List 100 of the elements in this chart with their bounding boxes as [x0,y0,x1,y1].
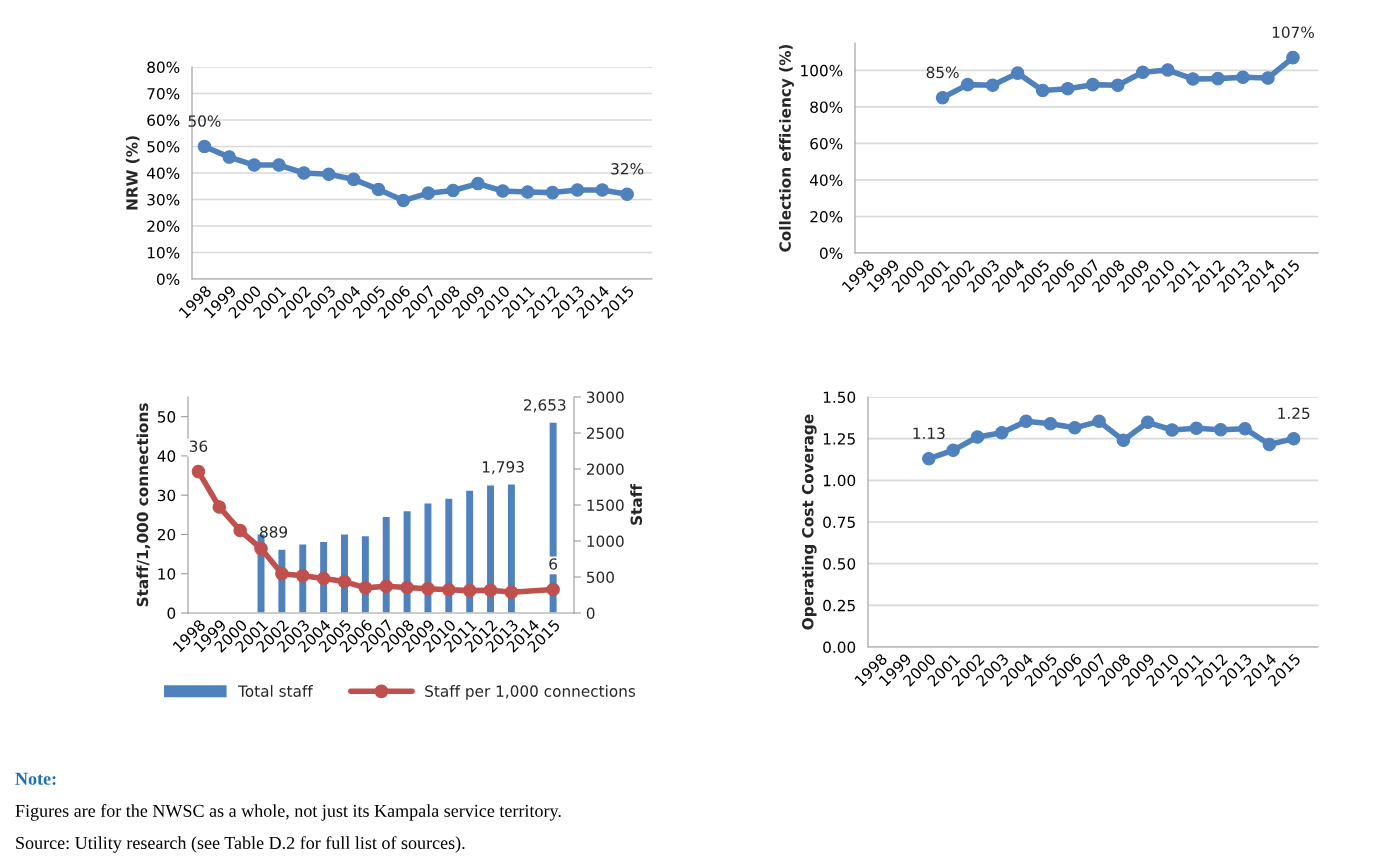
y-tick-label: 0% [819,247,843,260]
point [1286,50,1300,65]
point [346,172,361,187]
point [1140,415,1155,430]
point [254,541,268,556]
point [1165,423,1179,437]
y-tick-label: 1.25 [823,433,855,445]
point [545,185,560,200]
y-tick-label: 0.75 [823,516,855,529]
y-tick-label: 40% [146,167,180,180]
point [1262,437,1277,452]
y-tick-label: 40 [157,450,176,462]
point [222,150,237,164]
y-tick-label: 10 [158,568,176,580]
point [1043,416,1058,431]
point [233,523,247,538]
point [379,579,393,594]
y-tick-label: 0% [156,273,180,286]
point [595,183,610,197]
y-tick-label: 50 [157,411,176,423]
point [970,430,985,444]
point [321,167,336,182]
y-tick-label: 60% [810,137,843,150]
data-label: 32% [611,163,644,175]
point [462,583,477,598]
y-tick-label: 30 [157,489,176,502]
point [1189,421,1204,436]
y-axis-title: Staff/1,000 connections [136,403,151,607]
text: Note: [15,772,56,785]
point [421,581,435,596]
point [1238,421,1252,436]
point [546,582,560,597]
point [1060,81,1075,96]
point [191,464,206,479]
y2-tick-label: 3000 [586,391,624,404]
legend-label: Staff per 1,000 connections [425,685,636,700]
point [570,183,585,197]
point [1136,65,1150,79]
data-label: 50% [188,115,221,127]
data-label: 889 [260,526,288,538]
y2-tick-label: 0 [586,607,595,620]
data-label: 36 [189,440,208,452]
point [358,581,373,595]
point [1019,414,1033,429]
legend-label: Total staff [238,685,313,697]
point [1236,70,1250,85]
y-tick-label: 30% [147,193,180,206]
y-axis-title: Collection efficiency (%) [779,44,794,252]
point [1085,77,1100,92]
point [1010,66,1025,80]
data-label: 6 [549,558,558,570]
data-label: 107% [1272,26,1314,38]
point [400,580,414,595]
y2-tick-label: 2000 [586,463,624,476]
point [442,583,456,597]
y-tick-label: 20 [157,528,176,541]
y2-axis-title: Staff [630,483,643,525]
y-tick-label: 10% [147,246,180,259]
point [371,182,386,197]
point [496,184,510,198]
point [212,500,227,514]
y-tick-label: 20% [810,210,843,223]
y-tick-label: 0.00 [823,641,856,654]
y-tick-label: 60% [147,114,180,127]
point [1067,421,1082,435]
y-tick-label: 50% [147,140,180,153]
text: Figures are for the NWSC as a whole, not just its Kampala service territory. [15,804,561,821]
y-tick-label: 20% [147,220,180,233]
point [995,426,1009,440]
data-label: 85% [926,66,959,79]
point [620,187,634,201]
point [337,574,352,589]
point [1213,422,1228,437]
point [1092,414,1106,429]
y-tick-label: 80% [147,61,180,74]
data-label: 1,793 [482,461,524,475]
y-tick-label: 40% [809,174,843,186]
point [922,451,936,466]
point [297,166,311,180]
point [197,139,212,154]
point [960,77,975,92]
y-tick-label: 0 [167,607,176,620]
point [396,193,411,208]
point [1111,78,1125,92]
point [1211,71,1225,86]
point [985,78,1000,92]
data-label: 1.25 [1278,407,1310,420]
point [1035,83,1050,98]
point [295,568,310,583]
y-tick-label: 1.50 [823,391,856,404]
data-label: 2,653 [524,399,566,413]
y2-tick-label: 2500 [586,427,624,440]
point [504,585,519,599]
point [1261,71,1275,85]
y-tick-label: 80% [810,101,843,113]
y-tick-label: 0.25 [823,599,855,612]
point [272,158,286,172]
y2-tick-label: 1500 [587,499,624,512]
y-tick-label: 0.50 [823,558,856,570]
point [471,176,485,191]
